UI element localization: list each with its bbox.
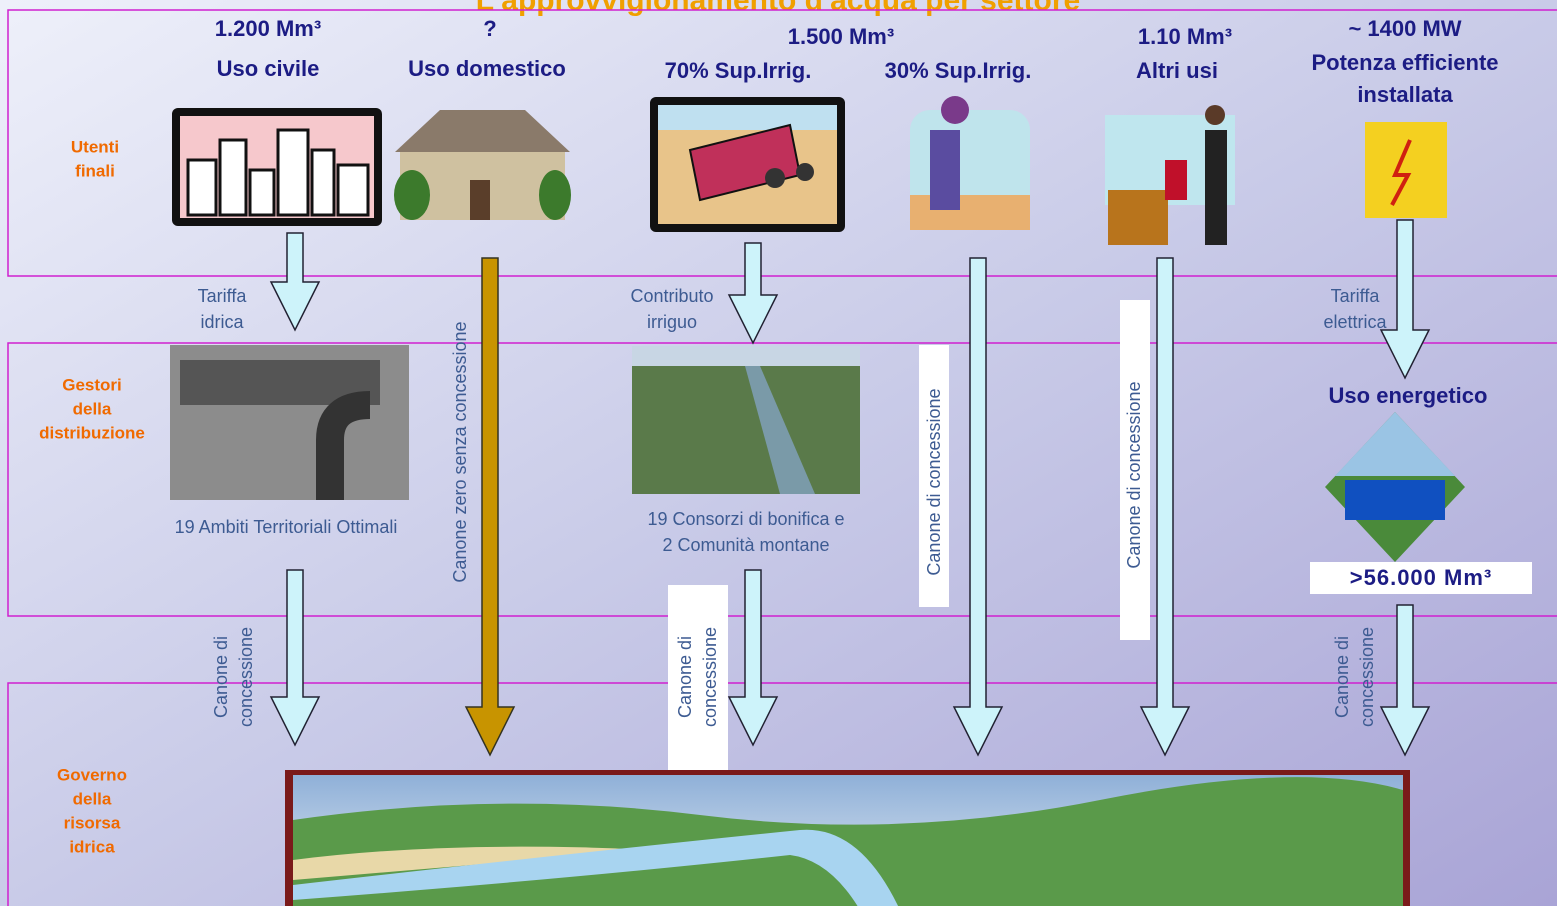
level-label: Governo <box>57 765 127 784</box>
payment-label: elettrica <box>1323 312 1387 332</box>
payment-label: Tariffa <box>1331 286 1381 306</box>
pipes-photo <box>170 345 409 500</box>
payment-label: Canone zero senza concessione <box>450 321 470 582</box>
manager-label: 19 Consorzi di bonifica e <box>647 509 844 529</box>
sector-name: Uso civile <box>217 56 320 81</box>
sector-name: 70% Sup.Irrig. <box>665 58 812 83</box>
river-photo <box>632 346 860 494</box>
sector-name: installata <box>1357 82 1453 107</box>
landscape <box>285 770 1410 906</box>
payment-label: Canone di concessione <box>924 388 944 575</box>
sector-quantity: 1.10 Mm³ <box>1138 24 1232 49</box>
payment-label: concessione <box>700 627 720 727</box>
level-label: finali <box>75 161 115 180</box>
level-label: Gestori <box>62 375 122 394</box>
payment-label: Tariffa <box>198 286 248 306</box>
level-label: Utenti <box>71 137 119 156</box>
level-label: idrica <box>69 837 115 856</box>
city-icon <box>172 108 382 226</box>
payment-label: idrica <box>200 312 244 332</box>
payment-label: Contributo <box>630 286 713 306</box>
manager-label: 2 Comunità montane <box>662 535 829 555</box>
sector-quantity: ~ 1400 MW <box>1348 16 1461 41</box>
harvester-icon <box>650 97 845 232</box>
sector-quantity: ? <box>483 16 496 41</box>
farmer-icon <box>910 96 1030 230</box>
payment-label: Canone di <box>675 636 695 718</box>
sector-name: 30% Sup.Irrig. <box>885 58 1032 83</box>
diagram: L'approvvigionamento d'acqua per settore <box>0 0 1557 906</box>
manager-label: 19 Ambiti Territoriali Ottimali <box>175 517 398 537</box>
level-label: distribuzione <box>39 423 145 442</box>
sector-name: Uso domestico <box>408 56 566 81</box>
sector-name: Potenza efficiente <box>1311 50 1498 75</box>
manager-label: >56.000 Mm³ <box>1350 565 1492 590</box>
level-label: della <box>73 789 112 808</box>
payment-label: concessione <box>1357 627 1377 727</box>
payment-label: concessione <box>236 627 256 727</box>
payment-label: Canone di <box>211 636 231 718</box>
level-label: della <box>73 399 112 418</box>
payment-label: Canone di <box>1332 636 1352 718</box>
sector-name: Altri usi <box>1136 58 1218 83</box>
sector-quantity: 1.500 Mm³ <box>788 24 894 49</box>
electricity-icon <box>1365 122 1447 218</box>
manager-label: Uso energetico <box>1329 383 1488 408</box>
payment-label: irriguo <box>647 312 697 332</box>
title: L'approvvigionamento d'acqua per settore <box>476 0 1080 17</box>
page: { "title": "L'approvvigionamento d'acqua… <box>0 0 1557 906</box>
sector-quantity: 1.200 Mm³ <box>215 16 321 41</box>
level-label: risorsa <box>64 813 121 832</box>
payment-label: Canone di concessione <box>1124 381 1144 568</box>
